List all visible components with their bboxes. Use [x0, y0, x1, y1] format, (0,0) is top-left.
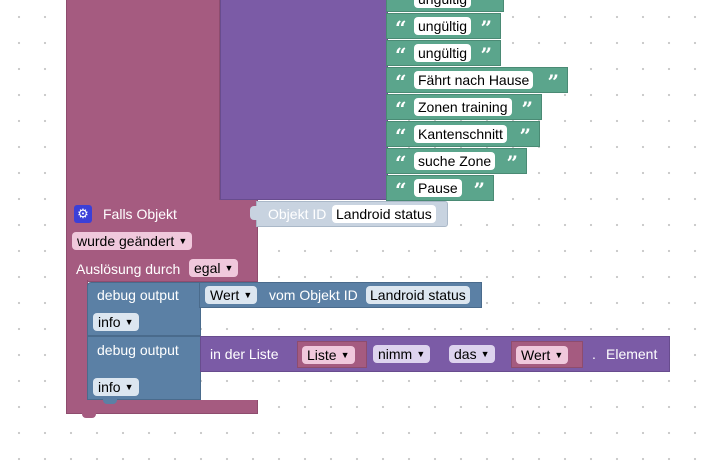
close-quote-icon: ”	[519, 124, 531, 148]
chevron-down-icon: ▼	[340, 350, 350, 360]
chevron-down-icon: ▼	[554, 350, 564, 360]
debug1-label: debug output	[97, 287, 179, 303]
text-block-field[interactable]: suche Zone	[414, 152, 496, 170]
text-block-field[interactable]: Kantenschnitt	[414, 125, 507, 143]
text-block[interactable]: “ suche Zone ”	[386, 148, 527, 174]
debug1-vom-label: vom Objekt ID	[269, 287, 358, 303]
close-quote-icon: ”	[473, 178, 485, 202]
close-quote-icon: ”	[521, 97, 533, 121]
chevron-down-icon: ▼	[243, 290, 253, 300]
text-block[interactable]: “ Fährt nach Hause ”	[386, 67, 568, 93]
ausloesung-label: Auslösung durch	[76, 261, 181, 277]
list-position-dropdown[interactable]: das ▼	[449, 345, 495, 363]
index-var-value: Wert	[521, 347, 551, 363]
in-der-liste-label: in der Liste	[210, 346, 279, 362]
objekt-id-label: Objekt ID	[268, 206, 327, 222]
event-block-bottom	[66, 400, 258, 414]
open-quote-icon: “	[395, 124, 407, 148]
close-quote-icon: ”	[480, 16, 492, 40]
debug1-attr-dropdown[interactable]: Wert ▼	[205, 286, 258, 304]
trigger-mode-value: wurde geändert	[77, 233, 175, 249]
list-var-value: Liste	[307, 347, 337, 363]
trigger-label: Falls Objekt	[103, 206, 177, 222]
trigger-mode-dropdown[interactable]: wurde geändert ▼	[72, 232, 193, 250]
close-quote-icon: ”	[547, 70, 559, 94]
text-block-field[interactable]: Zonen training	[414, 98, 512, 116]
close-quote-icon: ”	[506, 151, 518, 175]
text-block[interactable]: “ ungültig ”	[386, 40, 501, 66]
objekt-id-field[interactable]: Landroid status	[332, 205, 436, 223]
text-block-field[interactable]: ungültig	[414, 44, 472, 62]
list-getter-block[interactable]	[200, 336, 670, 372]
event-block-top[interactable]	[66, 0, 220, 202]
ausloesung-dropdown[interactable]: egal ▼	[189, 259, 239, 277]
text-block[interactable]: “ ungültig ”	[386, 0, 504, 12]
chevron-down-icon: ▼	[124, 317, 134, 327]
open-quote-icon: “	[395, 97, 407, 121]
list-mode-value: nimm	[378, 346, 413, 362]
chevron-down-icon: ▼	[124, 382, 134, 392]
close-quote-icon: ”	[480, 43, 492, 67]
text-block[interactable]: “ Kantenschnitt ”	[386, 121, 540, 147]
chevron-down-icon: ▼	[416, 349, 426, 359]
dot-label: .	[592, 346, 596, 362]
close-quote-icon: ”	[483, 0, 495, 13]
chevron-down-icon: ▼	[224, 263, 234, 273]
text-block-field[interactable]: ungültig	[414, 0, 472, 8]
debug1-level-value: info	[98, 314, 121, 330]
list-mode-dropdown[interactable]: nimm ▼	[373, 345, 431, 363]
debug2-label: debug output	[97, 342, 179, 358]
objekt-id-puzzle-tab	[250, 206, 258, 220]
open-quote-icon: “	[395, 178, 407, 202]
text-block-field[interactable]: Pause	[414, 179, 462, 197]
element-label: Element	[606, 346, 658, 362]
list-position-value: das	[454, 346, 477, 362]
debug1-level-dropdown[interactable]: info ▼	[93, 313, 139, 331]
text-block-field[interactable]: ungültig	[414, 17, 472, 35]
list-block-container[interactable]	[220, 0, 388, 200]
ausloesung-value: egal	[194, 260, 221, 276]
debug2-level-dropdown[interactable]: info ▼	[93, 378, 139, 396]
debug2-level-value: info	[98, 379, 121, 395]
open-quote-icon: “	[395, 0, 407, 13]
chevron-down-icon: ▼	[480, 349, 490, 359]
text-block-field[interactable]: Fährt nach Hause	[414, 71, 534, 89]
event-block-bottom-tab	[82, 413, 96, 418]
index-var-dropdown[interactable]: Wert ▼	[516, 346, 569, 364]
chevron-down-icon: ▼	[178, 236, 188, 246]
open-quote-icon: “	[395, 16, 407, 40]
gear-icon[interactable]: ⚙	[74, 205, 92, 223]
open-quote-icon: “	[395, 70, 407, 94]
text-block[interactable]: “ ungültig ”	[386, 13, 501, 39]
event-block-left-rail	[66, 280, 88, 410]
open-quote-icon: “	[395, 43, 407, 67]
debug1-attr-value: Wert	[210, 287, 240, 303]
debug2-bottom-tab	[103, 399, 117, 404]
text-block[interactable]: “ Pause ”	[386, 175, 494, 201]
debug1-object-field[interactable]: Landroid status	[366, 286, 470, 304]
text-block[interactable]: “ Zonen training ”	[386, 94, 542, 120]
list-var-dropdown[interactable]: Liste ▼	[302, 346, 355, 364]
open-quote-icon: “	[395, 151, 407, 175]
